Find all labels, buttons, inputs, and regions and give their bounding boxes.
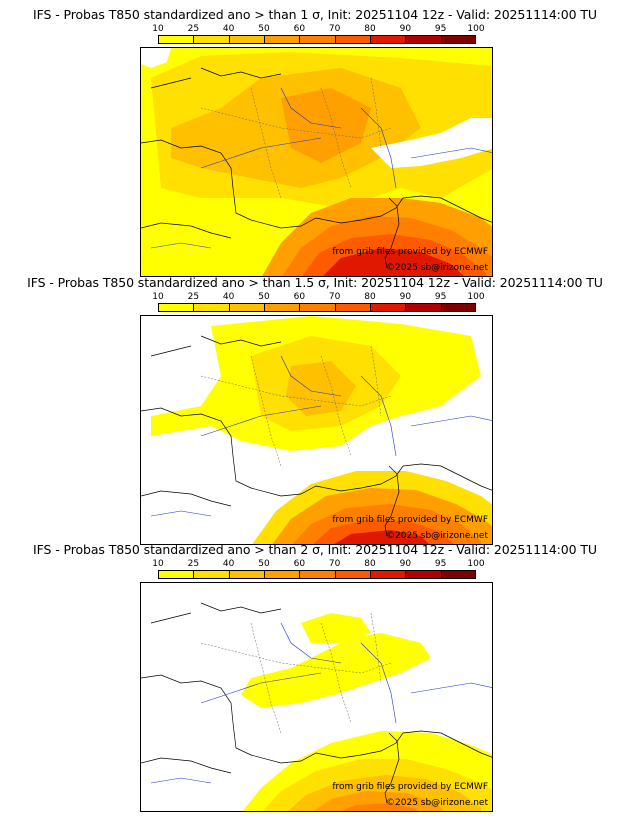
colorbar-tick-label: 80 [364, 24, 376, 34]
colorbar-labels: 10 25 40 50 60 70 80 90 95 100 [152, 292, 484, 302]
panel-2-sigma: IFS - Probas T850 standardized ano > tha… [0, 542, 630, 812]
colorbar-swatch [440, 570, 476, 579]
colorbar-tick-label: 40 [222, 24, 235, 34]
colorbar-swatch [228, 570, 264, 579]
colorbar-swatch [264, 570, 300, 579]
colorbar-tick-label: 80 [364, 559, 376, 569]
colorbar-tick-label: 90 [399, 292, 412, 302]
data-source-credit: from grib files provided by ECMWF [332, 782, 488, 792]
colorbar-tick-label: 70 [328, 559, 341, 569]
colorbar-tick-label: 25 [187, 292, 200, 302]
colorbar-swatch [334, 303, 370, 312]
colorbar-swatch [299, 303, 335, 312]
colorbar-swatch [405, 35, 441, 44]
copyright-credit: ©2025 sb@irizone.net [386, 263, 488, 273]
rivers [150, 355, 492, 517]
colorbar-tick-label: 100 [467, 292, 485, 302]
probability-map: from grib files provided by ECMWF ©2025 … [140, 315, 493, 545]
colorbar-tick-label: 25 [187, 24, 200, 34]
alpine-low-area [371, 118, 492, 168]
rivers [150, 87, 492, 249]
colorbar-tick-label: 25 [187, 559, 200, 569]
colorbar-swatch [370, 35, 406, 44]
colorbar-tick-label: 70 [328, 292, 341, 302]
probability-map: from grib files provided by ECMWF ©2025 … [140, 47, 493, 277]
colorbar-swatch [228, 303, 264, 312]
colorbar-swatch [193, 303, 229, 312]
colorbar-swatch [405, 303, 441, 312]
colorbar: 10 25 40 50 60 70 80 90 95 100 [152, 24, 485, 48]
coastlines [141, 67, 492, 269]
prob-60-area [341, 803, 418, 811]
rivers [150, 622, 492, 784]
coastlines [141, 602, 492, 804]
map-graphic [141, 48, 492, 276]
panel-1-sigma: IFS - Probas T850 standardized ano > tha… [0, 7, 630, 277]
colorbar-tick-label: 60 [293, 24, 306, 34]
admin-borders [200, 612, 392, 734]
colorbar-tick-label: 100 [467, 24, 485, 34]
colorbar-tick-label: 90 [399, 559, 412, 569]
prob-80-area [323, 248, 464, 276]
colorbar-labels: 10 25 40 50 60 70 80 90 95 100 [152, 559, 484, 569]
prob-40-area [286, 361, 356, 416]
map-graphic [141, 316, 492, 544]
colorbar-tick-label: 90 [399, 24, 412, 34]
map-title: IFS - Probas T850 standardized ano > tha… [27, 275, 603, 290]
colorbar-swatch [264, 303, 300, 312]
colorbar-swatch [334, 570, 370, 579]
colorbar-swatch [193, 570, 229, 579]
prob-10-area [241, 633, 431, 708]
colorbar-swatch [264, 35, 300, 44]
colorbar-tick-label: 10 [152, 292, 164, 302]
colorbar-swatch [440, 303, 476, 312]
colorbar-swatch [193, 35, 229, 44]
prob-50-area [313, 791, 444, 811]
colorbar-labels: 10 25 40 50 60 70 80 90 95 100 [152, 24, 484, 34]
colorbar-swatch [440, 35, 476, 44]
colorbar-tick-label: 95 [434, 24, 447, 34]
copyright-credit: ©2025 sb@irizone.net [386, 798, 488, 808]
colorbar-swatch [299, 570, 335, 579]
colorbar-tick-label: 70 [328, 24, 341, 34]
colorbar-swatch [158, 570, 194, 579]
colorbar-tick-label: 60 [293, 559, 306, 569]
data-source-credit: from grib files provided by ECMWF [332, 515, 488, 525]
admin-borders [200, 345, 392, 467]
colorbar-tick-label: 10 [152, 24, 164, 34]
colorbar-swatch [158, 303, 194, 312]
colorbar-swatch [158, 35, 194, 44]
colorbar: 10 25 40 50 60 70 80 90 95 100 [152, 292, 485, 316]
colorbar-tick-label: 40 [222, 292, 235, 302]
panel-1-5-sigma: IFS - Probas T850 standardized ano > tha… [0, 275, 630, 545]
colorbar-tick-label: 50 [258, 292, 270, 302]
map-graphic [141, 583, 492, 811]
colorbar-tick-label: 80 [364, 292, 376, 302]
probability-map: from grib files provided by ECMWF ©2025 … [140, 582, 493, 812]
colorbar-swatch [370, 303, 406, 312]
data-source-credit: from grib files provided by ECMWF [332, 247, 488, 257]
colorbar-tick-label: 10 [152, 559, 164, 569]
colorbar-tick-label: 50 [258, 559, 270, 569]
colorbar-tick-label: 100 [467, 559, 485, 569]
map-title: IFS - Probas T850 standardized ano > tha… [33, 7, 597, 22]
coastlines [141, 335, 492, 537]
colorbar-tick-label: 60 [293, 292, 306, 302]
admin-borders [200, 77, 392, 199]
colorbar-swatch [299, 35, 335, 44]
colorbar-swatch [370, 570, 406, 579]
colorbar-swatch [334, 35, 370, 44]
colorbar-tick-label: 40 [222, 559, 235, 569]
colorbar-swatch [228, 35, 264, 44]
prob-10-area [301, 613, 371, 643]
colorbar: 10 25 40 50 60 70 80 90 95 100 [152, 559, 485, 583]
copyright-credit: ©2025 sb@irizone.net [386, 531, 488, 541]
colorbar-tick-label: 50 [258, 24, 270, 34]
prob-80-area [334, 530, 429, 544]
colorbar-swatch [405, 570, 441, 579]
colorbar-tick-label: 95 [434, 292, 447, 302]
colorbar-tick-label: 95 [434, 559, 447, 569]
below-threshold-area [141, 48, 171, 68]
map-title: IFS - Probas T850 standardized ano > tha… [33, 542, 597, 557]
